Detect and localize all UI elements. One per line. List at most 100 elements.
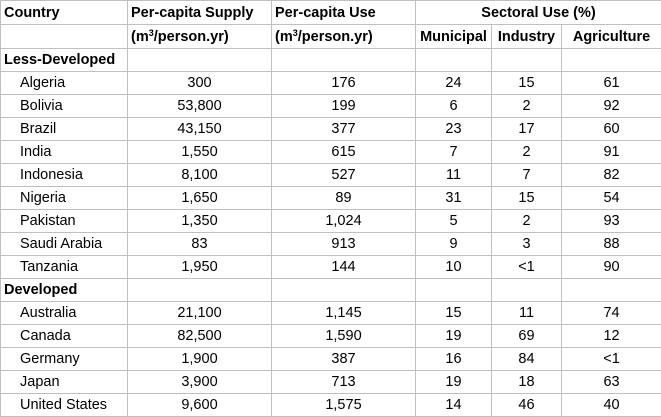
empty-cell xyxy=(560,48,661,72)
empty-cell xyxy=(415,278,492,302)
agriculture-cell: 91 xyxy=(560,140,661,164)
industry-cell: 46 xyxy=(491,393,562,417)
municipal-cell: 24 xyxy=(415,71,492,95)
agriculture-cell: 88 xyxy=(560,232,661,256)
table-row: Germany 1,900 387 16 84 <1 xyxy=(0,347,661,371)
use-cell: 89 xyxy=(271,186,416,210)
municipal-cell: 15 xyxy=(415,301,492,325)
empty-cell xyxy=(271,48,416,72)
empty-cell xyxy=(415,48,492,72)
use-cell: 1,024 xyxy=(271,209,416,233)
agriculture-cell: 40 xyxy=(560,393,661,417)
unit-prefix: (m xyxy=(131,28,149,45)
use-cell: 615 xyxy=(271,140,416,164)
empty-cell xyxy=(491,48,562,72)
industry-cell: 11 xyxy=(491,301,562,325)
municipal-cell: 16 xyxy=(415,347,492,371)
group-label: Less-Developed xyxy=(0,48,128,72)
header-municipal: Municipal xyxy=(415,24,492,49)
header-country: Country xyxy=(0,0,128,25)
supply-cell: 53,800 xyxy=(127,94,272,118)
header-row: Country Per-capita Supply Per-capita Use… xyxy=(0,0,661,25)
supply-cell: 43,150 xyxy=(127,117,272,141)
municipal-cell: 11 xyxy=(415,163,492,187)
municipal-cell: 23 xyxy=(415,117,492,141)
industry-cell: 15 xyxy=(491,186,562,210)
municipal-cell: 10 xyxy=(415,255,492,279)
use-cell: 377 xyxy=(271,117,416,141)
header-use: Per-capita Use xyxy=(271,0,416,25)
use-cell: 1,590 xyxy=(271,324,416,348)
header-supply: Per-capita Supply xyxy=(127,0,272,25)
agriculture-cell: 82 xyxy=(560,163,661,187)
municipal-cell: 5 xyxy=(415,209,492,233)
country-cell: Brazil xyxy=(0,117,128,141)
supply-cell: 3,900 xyxy=(127,370,272,394)
use-cell: 176 xyxy=(271,71,416,95)
industry-cell: 18 xyxy=(491,370,562,394)
header-industry: Industry xyxy=(491,24,562,49)
header-sectoral-use: Sectoral Use (%) xyxy=(414,0,661,25)
table-row: United States 9,600 1,575 14 46 40 xyxy=(0,393,661,417)
unit-superscript: 3 xyxy=(292,27,298,38)
country-cell: Saudi Arabia xyxy=(0,232,128,256)
agriculture-cell: 92 xyxy=(560,94,661,118)
table-row: Canada 82,500 1,590 19 69 12 xyxy=(0,324,661,348)
use-cell: 713 xyxy=(271,370,416,394)
agriculture-cell: 60 xyxy=(560,117,661,141)
country-cell: United States xyxy=(0,393,128,417)
empty-cell xyxy=(127,278,272,302)
use-cell: 913 xyxy=(271,232,416,256)
header-supply-unit: (m3/person.yr) xyxy=(127,24,272,49)
group-row: Less-Developed xyxy=(0,48,661,72)
industry-cell: 15 xyxy=(491,71,562,95)
agriculture-cell: 61 xyxy=(560,71,661,95)
country-cell: Japan xyxy=(0,370,128,394)
industry-cell: 69 xyxy=(491,324,562,348)
country-cell: Algeria xyxy=(0,71,128,95)
header-unit-row: (m3/person.yr) (m3/person.yr) Municipal … xyxy=(0,24,661,49)
industry-cell: 7 xyxy=(491,163,562,187)
header-blank xyxy=(0,24,128,49)
table-row: India 1,550 615 7 2 91 xyxy=(0,140,661,164)
header-agriculture: Agriculture xyxy=(560,24,661,49)
agriculture-cell: 90 xyxy=(560,255,661,279)
industry-cell: 2 xyxy=(491,209,562,233)
country-cell: Australia xyxy=(0,301,128,325)
unit-prefix: (m xyxy=(275,28,293,45)
country-cell: Bolivia xyxy=(0,94,128,118)
empty-cell xyxy=(271,278,416,302)
municipal-cell: 31 xyxy=(415,186,492,210)
industry-cell: 3 xyxy=(491,232,562,256)
header-use-unit: (m3/person.yr) xyxy=(271,24,416,49)
table-row: Japan 3,900 713 19 18 63 xyxy=(0,370,661,394)
table-row: Nigeria 1,650 89 31 15 54 xyxy=(0,186,661,210)
municipal-cell: 9 xyxy=(415,232,492,256)
unit-superscript: 3 xyxy=(148,27,154,38)
empty-cell xyxy=(491,278,562,302)
country-cell: Indonesia xyxy=(0,163,128,187)
table-row: Australia 21,100 1,145 15 11 74 xyxy=(0,301,661,325)
municipal-cell: 14 xyxy=(415,393,492,417)
use-cell: 1,145 xyxy=(271,301,416,325)
supply-cell: 83 xyxy=(127,232,272,256)
use-cell: 144 xyxy=(271,255,416,279)
use-cell: 527 xyxy=(271,163,416,187)
unit-suffix: /person.yr) xyxy=(297,28,373,45)
country-cell: Nigeria xyxy=(0,186,128,210)
supply-cell: 1,550 xyxy=(127,140,272,164)
agriculture-cell: 63 xyxy=(560,370,661,394)
table-row: Bolivia 53,800 199 6 2 92 xyxy=(0,94,661,118)
empty-cell xyxy=(560,278,661,302)
municipal-cell: 19 xyxy=(415,370,492,394)
agriculture-cell: 54 xyxy=(560,186,661,210)
country-cell: India xyxy=(0,140,128,164)
agriculture-cell: 93 xyxy=(560,209,661,233)
industry-cell: 2 xyxy=(491,140,562,164)
group-label: Developed xyxy=(0,278,128,302)
supply-cell: 1,350 xyxy=(127,209,272,233)
supply-cell: 1,650 xyxy=(127,186,272,210)
industry-cell: 2 xyxy=(491,94,562,118)
